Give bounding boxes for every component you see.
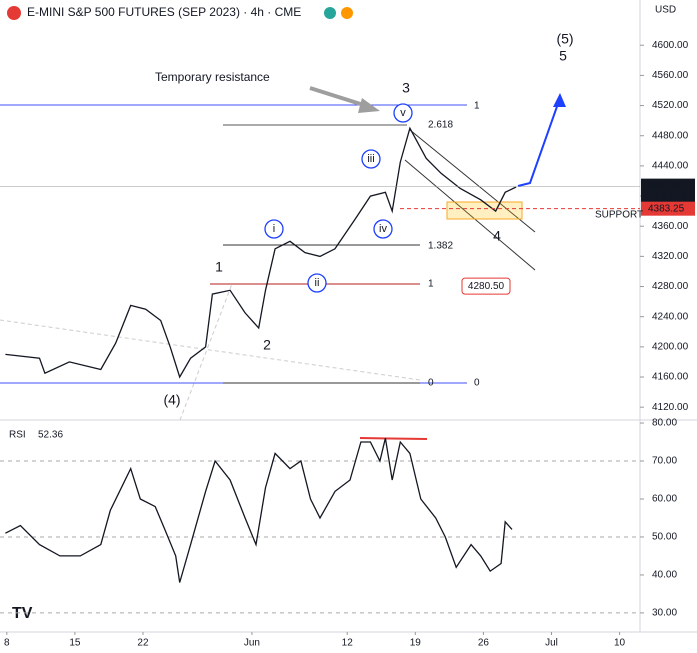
support-box bbox=[446, 201, 523, 220]
y-tick-label: 4600.00 bbox=[652, 40, 689, 51]
x-tick-label: 12 bbox=[342, 638, 354, 649]
wave-label: iv bbox=[379, 223, 387, 235]
price-badge bbox=[641, 201, 695, 216]
price-line bbox=[5, 126, 517, 379]
wave-circle bbox=[361, 149, 381, 169]
arrow-head bbox=[358, 98, 380, 113]
wave-label: (4) bbox=[163, 392, 180, 408]
y-tick-label: 60.00 bbox=[652, 494, 677, 505]
wave-circle bbox=[373, 219, 393, 239]
x-tick-label: 22 bbox=[137, 638, 149, 649]
y-tick-label: 4360.00 bbox=[652, 221, 689, 232]
y-tick-label: 4200.00 bbox=[652, 341, 689, 352]
y-tick-label: 4560.00 bbox=[652, 70, 689, 81]
currency: USD bbox=[655, 5, 676, 16]
wave-circle bbox=[393, 103, 413, 123]
symbol-icon bbox=[7, 6, 21, 20]
wave-label: 1 bbox=[215, 259, 223, 275]
wave-circle bbox=[307, 273, 327, 293]
divergence-line bbox=[359, 437, 428, 440]
x-tick-label: 8 bbox=[4, 638, 10, 649]
fib-label: 1 bbox=[474, 101, 480, 112]
wave-label: iii bbox=[367, 153, 374, 165]
pointer-arrow bbox=[309, 86, 371, 109]
channel-line bbox=[409, 129, 536, 233]
y-tick-label: 4440.00 bbox=[652, 161, 689, 172]
wave-label: 4 bbox=[493, 228, 501, 244]
fib-label: 1 bbox=[428, 279, 434, 290]
wave-label: 3 bbox=[402, 80, 410, 96]
level-badge bbox=[461, 277, 511, 295]
x-tick-label: 19 bbox=[410, 638, 422, 649]
x-tick-label: Jun bbox=[244, 638, 260, 649]
wave-label: 2 bbox=[263, 337, 271, 353]
trend-line bbox=[179, 283, 233, 421]
countdown: 03:55:41 bbox=[648, 191, 687, 202]
price-line bbox=[5, 438, 513, 583]
projection-arrow bbox=[517, 97, 561, 187]
fib-label: 2.618 bbox=[428, 120, 453, 131]
y-tick-label: 40.00 bbox=[652, 570, 677, 581]
y-tick-label: 4240.00 bbox=[652, 311, 689, 322]
indicator-value: 52.36 bbox=[38, 430, 63, 441]
level-badge-text: 4280.50 bbox=[468, 281, 505, 292]
wave-label: ii bbox=[315, 277, 320, 289]
fib-label: 0 bbox=[474, 378, 480, 389]
trend-line bbox=[0, 319, 421, 381]
support-label: SUPPORT bbox=[595, 209, 643, 220]
y-tick-label: 4480.00 bbox=[652, 130, 689, 141]
y-tick-label: 4320.00 bbox=[652, 251, 689, 262]
y-tick-label: 4280.00 bbox=[652, 281, 689, 292]
price-badge-text: 4412.50 bbox=[648, 180, 685, 191]
arrow-head bbox=[553, 93, 566, 107]
x-tick-label: 26 bbox=[478, 638, 490, 649]
price-badge-text: 4383.25 bbox=[648, 203, 685, 214]
channel-line bbox=[404, 159, 536, 271]
indicator-title: RSI bbox=[9, 430, 26, 441]
y-tick-label: 4120.00 bbox=[652, 402, 689, 413]
wave-label: i bbox=[273, 223, 275, 235]
fib-label: 1.382 bbox=[428, 241, 453, 252]
y-tick-label: 30.00 bbox=[652, 608, 677, 619]
y-tick-label: 80.00 bbox=[652, 418, 677, 429]
y-tick-label: 4160.00 bbox=[652, 372, 689, 383]
x-tick-label: Jul bbox=[545, 638, 558, 649]
wave-label: 5 bbox=[559, 48, 567, 64]
annotation: Temporary resistance bbox=[155, 70, 270, 84]
y-tick-label: 70.00 bbox=[652, 456, 677, 467]
y-tick-label: 4520.00 bbox=[652, 100, 689, 111]
wave-label: (5) bbox=[556, 31, 573, 47]
status-dot[interactable] bbox=[324, 7, 336, 19]
y-tick-label: 50.00 bbox=[652, 532, 677, 543]
wave-circle bbox=[264, 219, 284, 239]
wave-label: v bbox=[400, 107, 406, 119]
x-tick-label: 10 bbox=[614, 638, 626, 649]
x-tick-label: 15 bbox=[69, 638, 81, 649]
logo: TV bbox=[12, 605, 33, 622]
chart-title: E-MINI S&P 500 FUTURES (SEP 2023) · 4h ·… bbox=[27, 5, 301, 19]
status-dot[interactable] bbox=[341, 7, 353, 19]
price-badge bbox=[641, 178, 695, 203]
fib-label: 0 bbox=[428, 378, 434, 389]
